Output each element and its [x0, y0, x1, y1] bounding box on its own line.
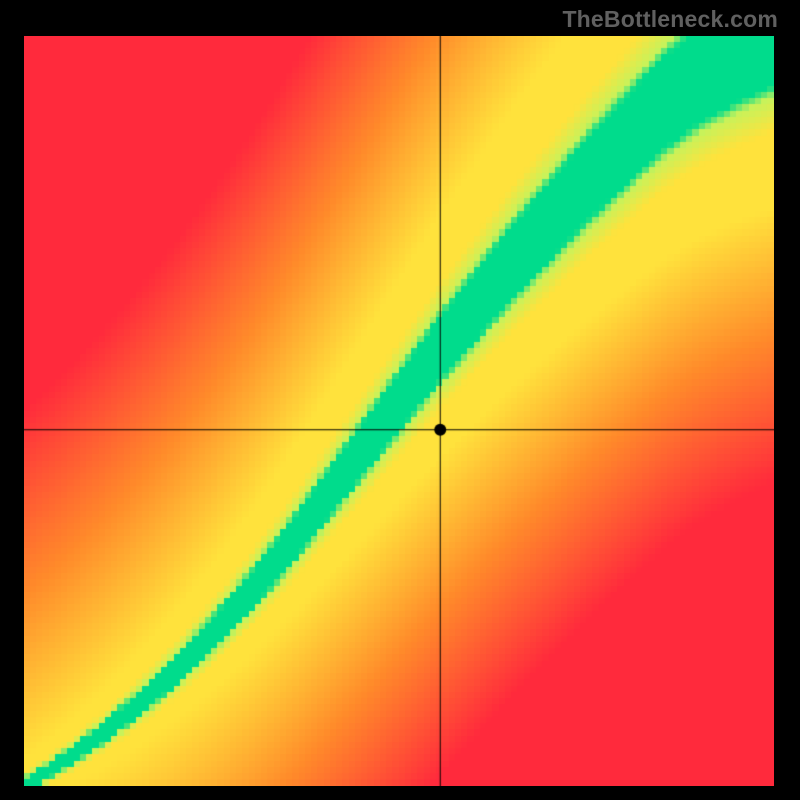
bottleneck-heatmap	[24, 36, 774, 786]
chart-container: TheBottleneck.com	[0, 0, 800, 800]
watermark-text: TheBottleneck.com	[562, 6, 778, 33]
